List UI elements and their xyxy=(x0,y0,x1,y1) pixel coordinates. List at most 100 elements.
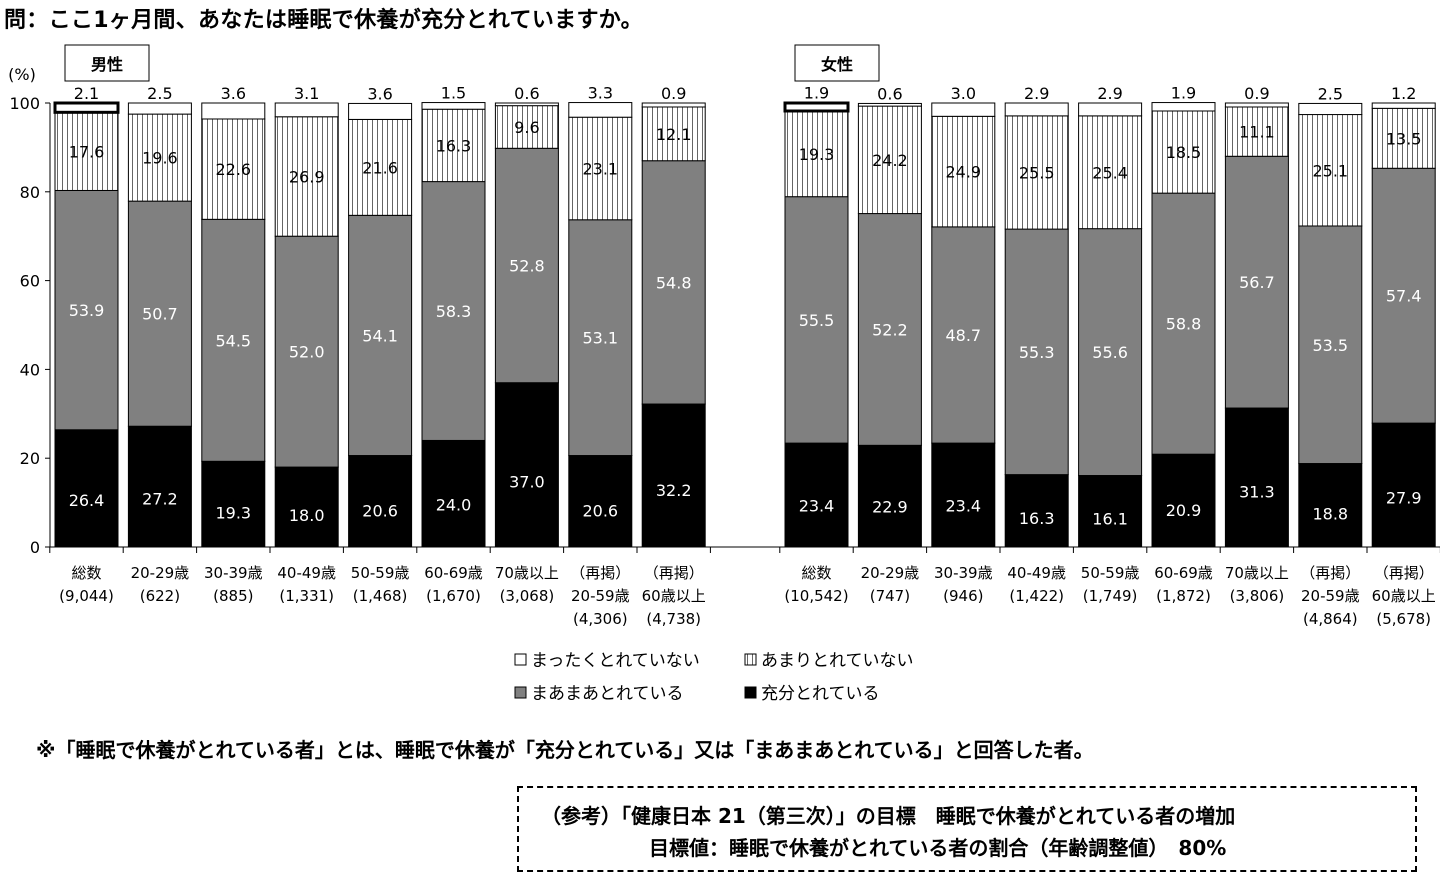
y-tick-label: 80 xyxy=(20,183,40,202)
data-label: 20.6 xyxy=(362,501,398,520)
category-label: （再掲） xyxy=(644,564,704,582)
data-label: 18.0 xyxy=(289,506,325,525)
bar-segment xyxy=(1298,102,1363,116)
bar-segment xyxy=(1151,102,1216,112)
category-label: (1,468) xyxy=(353,587,408,605)
bar-segment xyxy=(127,113,192,202)
data-label: 53.1 xyxy=(582,329,618,348)
data-label: 1.9 xyxy=(804,84,829,103)
data-label: 3.0 xyxy=(951,84,976,103)
bar-segment xyxy=(1151,110,1216,194)
bar-segment xyxy=(641,160,706,405)
category-label: 20-59歳 xyxy=(571,587,630,605)
category-label: (622) xyxy=(140,587,180,605)
category-label: (3,068) xyxy=(500,587,555,605)
bar-segment xyxy=(931,226,996,444)
data-label: 16.3 xyxy=(436,136,472,155)
data-label: 18.8 xyxy=(1312,505,1348,524)
bar-segment xyxy=(201,102,266,120)
y-tick-label: 20 xyxy=(20,449,40,468)
category-label: (1,749) xyxy=(1083,587,1138,605)
data-label: 48.7 xyxy=(945,326,981,345)
y-tick-label: 60 xyxy=(20,272,40,291)
category-label: 総数 xyxy=(71,564,101,582)
bar-segment xyxy=(641,102,706,108)
bar-segment xyxy=(54,111,119,191)
y-tick-label: 100 xyxy=(9,94,40,113)
data-label: 16.3 xyxy=(1019,509,1055,528)
bar-segment xyxy=(1224,407,1289,548)
bar-segment xyxy=(421,102,486,110)
bar-segment xyxy=(274,235,339,468)
category-label: (1,872) xyxy=(1156,587,1211,605)
category-label: (3,806) xyxy=(1230,587,1285,605)
bar-segment xyxy=(494,382,559,548)
data-label: 2.9 xyxy=(1097,84,1122,103)
data-label: 21.6 xyxy=(362,158,398,177)
bar-segment xyxy=(568,219,633,457)
data-label: 0.6 xyxy=(877,84,902,103)
data-label: 25.5 xyxy=(1019,163,1055,182)
data-label: 32.2 xyxy=(656,481,692,500)
data-label: 54.1 xyxy=(362,326,398,345)
data-label: 58.8 xyxy=(1166,315,1202,334)
bar-segment xyxy=(274,102,339,118)
category-label: 70歳以上 xyxy=(495,564,559,582)
category-label: （再掲） xyxy=(570,564,630,582)
category-label: (4,738) xyxy=(646,610,701,628)
data-label: 27.9 xyxy=(1386,488,1422,507)
data-label: 20.9 xyxy=(1166,501,1202,520)
data-label: 2.5 xyxy=(147,84,172,103)
data-label: 1.2 xyxy=(1391,84,1416,103)
legend-swatch xyxy=(744,686,757,699)
data-label: 23.4 xyxy=(945,496,981,515)
bar-segment xyxy=(931,442,996,548)
data-label: 0.9 xyxy=(1244,84,1269,103)
question-title: 問：ここ1ヶ月間、あなたは睡眠で休養が充分とれていますか。 xyxy=(4,8,643,33)
bar-segment xyxy=(1151,192,1216,455)
data-label: 2.5 xyxy=(1318,84,1343,103)
panel-label-female: 女性 xyxy=(821,55,853,74)
highlight-outline xyxy=(783,101,850,113)
bar-segment xyxy=(1004,115,1069,230)
category-label: (747) xyxy=(870,587,910,605)
data-label: 25.1 xyxy=(1312,161,1348,180)
bar-segment xyxy=(201,218,266,462)
data-label: 18.5 xyxy=(1166,143,1202,162)
data-label: 31.3 xyxy=(1239,482,1275,501)
panel-label-male: 男性 xyxy=(91,55,123,74)
data-label: 19.3 xyxy=(215,504,251,523)
data-label: 54.5 xyxy=(215,331,251,350)
y-tick-label: 0 xyxy=(30,538,40,557)
data-label: 20.6 xyxy=(582,501,618,520)
bar-segment xyxy=(201,118,266,220)
category-label: 40-49歳 xyxy=(277,564,336,582)
bar-segment xyxy=(931,102,996,117)
data-label: 11.1 xyxy=(1239,123,1275,142)
data-label: 23.4 xyxy=(799,496,835,515)
data-label: 26.9 xyxy=(289,167,325,186)
bar-segment xyxy=(127,200,192,427)
category-label: 60歳以上 xyxy=(1372,587,1436,605)
category-label: (4,306) xyxy=(573,610,628,628)
data-label: 56.7 xyxy=(1239,273,1275,292)
bar-segment xyxy=(1224,106,1289,157)
bar-segment xyxy=(857,105,922,215)
category-label: 総数 xyxy=(801,564,831,582)
category-label: (1,331) xyxy=(279,587,334,605)
category-label: (9,044) xyxy=(59,587,114,605)
bar-segment xyxy=(1224,102,1289,108)
legend-label: まあまあとれている xyxy=(531,684,684,704)
data-label: 50.7 xyxy=(142,305,178,324)
data-label: 3.6 xyxy=(367,84,392,103)
bar-segment xyxy=(1298,114,1363,227)
bar-segment xyxy=(494,102,559,107)
data-label: 55.5 xyxy=(799,311,835,330)
bar-segment xyxy=(348,214,413,457)
data-label: 52.2 xyxy=(872,320,908,339)
reference-line-2: 目標値：睡眠で休養がとれている者の割合（年齢調整値） 80% xyxy=(649,836,1227,860)
data-label: 27.2 xyxy=(142,490,178,509)
data-label: 16.1 xyxy=(1092,509,1128,528)
